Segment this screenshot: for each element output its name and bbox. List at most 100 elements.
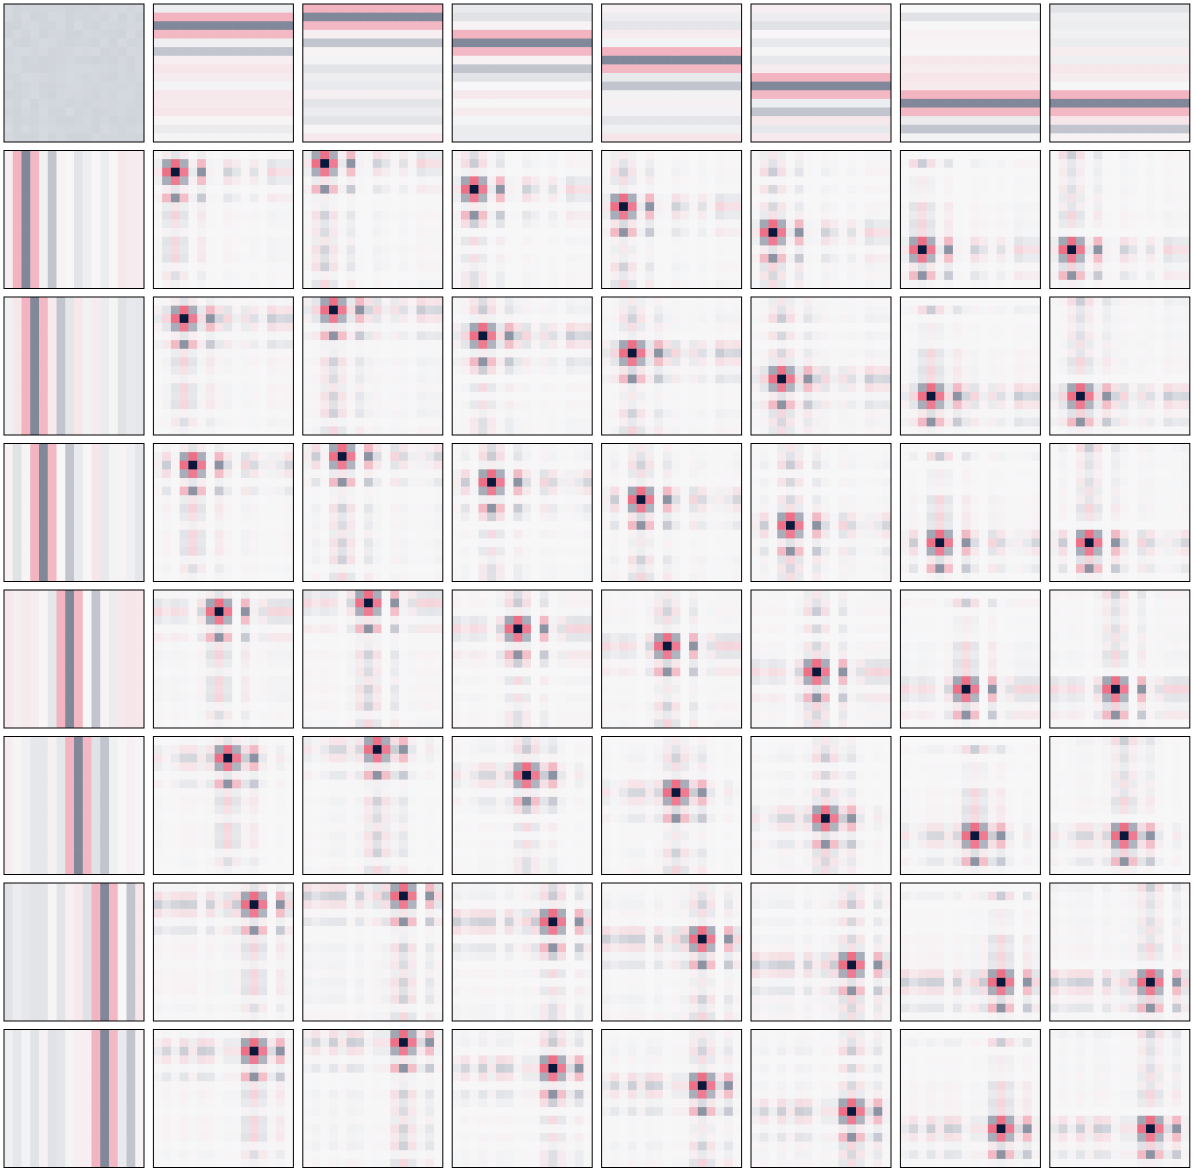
pixel [425, 391, 435, 401]
pixel [1093, 262, 1103, 272]
pixel [364, 47, 374, 57]
pixel [829, 219, 839, 229]
pixel [487, 228, 497, 238]
pixel [548, 64, 558, 74]
pixel [21, 409, 31, 419]
pixel [74, 133, 84, 143]
pixel [724, 107, 734, 117]
pixel [565, 38, 575, 48]
pixel [56, 210, 66, 220]
pixel [583, 322, 593, 332]
pixel [724, 202, 734, 212]
pixel [364, 348, 374, 358]
pixel [662, 73, 672, 82]
pixel [197, 262, 207, 272]
pixel [786, 29, 796, 39]
pixel [504, 228, 514, 238]
pixel [170, 297, 180, 306]
pixel [399, 279, 409, 289]
pixel [522, 314, 532, 324]
pixel [513, 228, 523, 238]
pixel [636, 133, 646, 143]
pixel [109, 47, 119, 57]
pixel [909, 262, 919, 272]
pixel [74, 426, 84, 436]
pixel [627, 124, 637, 134]
pixel [548, 271, 558, 281]
pixel [557, 340, 567, 350]
pixel [258, 322, 268, 332]
pixel [873, 236, 883, 246]
pixel [153, 331, 163, 341]
pixel [821, 210, 831, 220]
pixel [82, 193, 92, 203]
pixel [135, 150, 145, 160]
pixel [821, 202, 831, 212]
pixel [170, 314, 180, 324]
pixel [873, 21, 883, 31]
pixel [320, 4, 330, 13]
tile-border [302, 296, 444, 436]
pixel [654, 4, 664, 13]
pixel [557, 193, 567, 203]
pixel [223, 417, 233, 427]
pixel [583, 314, 593, 324]
pixel [548, 305, 558, 315]
pixel [794, 38, 804, 48]
pixel [1022, 4, 1032, 13]
pixel [188, 133, 198, 143]
pixel [329, 64, 339, 74]
pixel [320, 322, 330, 332]
pixel [56, 340, 66, 350]
pixel [777, 4, 787, 13]
pixel [275, 90, 285, 100]
pixel [662, 107, 672, 117]
pixel [1049, 38, 1059, 48]
pixel [680, 245, 690, 255]
pixel [302, 176, 312, 186]
pixel [1049, 12, 1059, 22]
pixel [240, 133, 250, 143]
pixel [706, 159, 716, 169]
pixel [847, 150, 857, 160]
pixel [715, 262, 725, 272]
pixel [30, 21, 40, 31]
pixel [74, 90, 84, 100]
pixel [1181, 150, 1191, 160]
pixel [952, 202, 962, 212]
pixel [1111, 271, 1121, 281]
pixel [74, 12, 84, 22]
pixel [530, 314, 540, 324]
pixel [864, 124, 874, 134]
pixel [671, 245, 681, 255]
pixel [513, 4, 523, 13]
pixel [188, 314, 198, 324]
pixel [996, 73, 1006, 82]
pixel [258, 210, 268, 220]
pixel [1058, 29, 1068, 39]
pixel [1137, 133, 1147, 143]
pixel [355, 245, 365, 255]
pixel [223, 228, 233, 238]
pixel [996, 202, 1006, 212]
pixel [47, 133, 57, 143]
pixel [452, 202, 462, 212]
pixel [1119, 228, 1129, 238]
pixel [390, 176, 400, 186]
pixel [1093, 64, 1103, 74]
pixel [21, 90, 31, 100]
pixel [724, 55, 734, 65]
pixel [1172, 245, 1182, 255]
pixel [117, 133, 127, 143]
pixel [487, 297, 497, 306]
pixel [399, 245, 409, 255]
pixel [987, 167, 997, 177]
pixel [1111, 150, 1121, 160]
pixel [12, 90, 22, 100]
pixel [548, 245, 558, 255]
pixel [434, 116, 444, 126]
pixel [847, 228, 857, 238]
pixel [390, 357, 400, 367]
pixel [636, 202, 646, 212]
pixel [425, 331, 435, 341]
